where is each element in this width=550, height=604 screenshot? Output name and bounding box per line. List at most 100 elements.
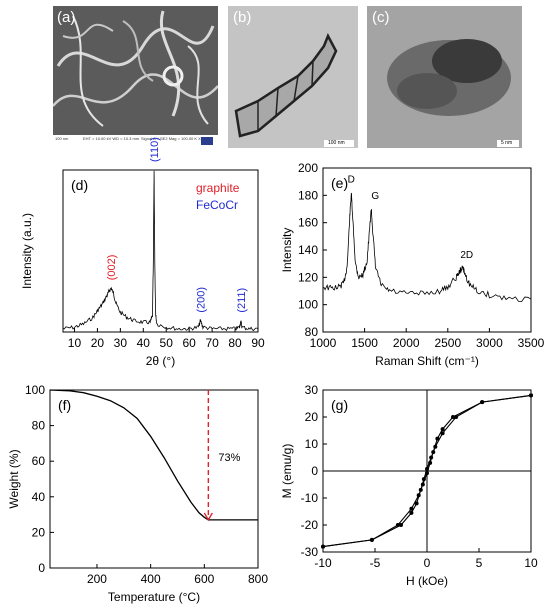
y-tick-label-e-5: 180 (298, 188, 318, 202)
hysteresis-point-1-1 (369, 537, 374, 542)
tga-arrow-head (203, 512, 213, 522)
x-tick-label-e-1: 1500 (351, 336, 378, 350)
x-tick-label-d-1: 20 (91, 336, 105, 350)
y-tick-label-e-1: 100 (298, 298, 318, 312)
tem-texture-b (228, 6, 358, 148)
hysteresis-point-1-13 (529, 393, 533, 398)
raman-curve (322, 192, 532, 303)
x-tick-label-d-7: 80 (228, 336, 242, 350)
hysteresis-point-1-9 (435, 436, 440, 441)
y-tick-label-f-2: 40 (32, 490, 46, 504)
xrd-legend-0: graphite (196, 181, 240, 195)
tga-curve (49, 389, 258, 521)
y-tick-label-f-5: 100 (25, 383, 45, 397)
sem-scale-text: 100 nm (55, 136, 69, 141)
y-tick-label-e-3: 140 (298, 243, 318, 257)
tem-scale-text-b: 100 nm (328, 140, 345, 146)
sem-info-right: Signal A = SE2 Mag = 100.00 K X (141, 136, 201, 141)
y-tick-label-g-4: 10 (305, 437, 319, 451)
panel-label-d: (d) (71, 177, 88, 193)
raman-peak-label-1: G (371, 191, 379, 202)
hysteresis-point-1-6 (425, 471, 429, 476)
x-tick-label-e-4: 3000 (476, 336, 503, 350)
x-tick-label-f-3: 800 (248, 572, 268, 586)
xrd-peak-label-3: (211) (236, 288, 248, 313)
y-axis-label-e: Intensity (280, 228, 294, 273)
y-axis-label-g: M (emu/g) (280, 444, 294, 499)
xrd-curve (62, 170, 259, 332)
x-tick-label-d-0: 10 (68, 336, 82, 350)
x-tick-label-f-0: 200 (87, 572, 107, 586)
y-tick-label-f-0: 0 (38, 561, 45, 575)
x-axis-label-d: 2θ (°) (146, 354, 175, 368)
hysteresis-point-1-8 (431, 450, 436, 455)
hysteresis-point-1-7 (428, 460, 433, 465)
plot-frame-f (49, 389, 259, 569)
hysteresis-point-1-0 (321, 544, 325, 549)
xrd-peak-label-0: (002) (106, 255, 118, 281)
tem-image-panel-c: (c) 5 nm (367, 6, 522, 148)
y-tick-label-e-6: 200 (298, 161, 318, 175)
x-axis-label-g: H (kOe) (406, 574, 448, 588)
tem-image-panel-b: (b) 100 nm (228, 6, 358, 148)
y-tick-label-g-2: -10 (301, 491, 319, 505)
x-tick-label-g-4: 10 (524, 556, 538, 570)
tem-scale-text-c: 5 nm (501, 140, 513, 146)
tem-texture-c (367, 6, 522, 148)
y-tick-label-e-2: 120 (298, 270, 318, 284)
hysteresis-point-0-10 (409, 510, 414, 515)
x-axis-label-e: Raman Shift (cm⁻¹) (375, 354, 479, 368)
y-axis-label-d: Intensity (a.u.) (20, 213, 34, 289)
y-tick-label-g-1: -20 (301, 518, 319, 532)
y-tick-label-g-5: 20 (305, 410, 319, 424)
y-tick-label-e-4: 160 (298, 216, 318, 230)
sem-texture (53, 6, 218, 148)
y-tick-label-f-3: 60 (32, 454, 46, 468)
x-tick-label-g-1: -5 (370, 556, 381, 570)
hysteresis-point-1-3 (409, 506, 414, 511)
sem-image-panel: (a) 100 nm EHT = 10.00 kV WD = 10.3 mm S… (53, 6, 218, 148)
hysteresis-point-1-12 (480, 400, 485, 405)
x-tick-label-f-1: 400 (141, 572, 161, 586)
panel-label-e: (e) (331, 175, 348, 191)
x-tick-label-e-0: 1000 (310, 336, 337, 350)
hysteresis-point-1-2 (395, 523, 400, 527)
y-tick-label-g-3: 0 (311, 464, 318, 478)
panel-label-b: (b) (233, 9, 252, 26)
panel-label-g: (g) (331, 397, 348, 413)
y-tick-label-e-0: 80 (305, 325, 319, 339)
hysteresis-point-0-9 (414, 501, 419, 506)
hysteresis-point-1-10 (440, 427, 445, 432)
xrd-peak-label-1: (110) (149, 137, 161, 162)
hysteresis-point-1-5 (420, 482, 425, 487)
xrd-peak-label-2: (200) (196, 287, 208, 313)
y-tick-label-f-4: 80 (32, 419, 46, 433)
y-tick-label-g-6: 30 (305, 383, 319, 397)
hysteresis-branch-1 (322, 394, 532, 548)
panel-label-f: (f) (58, 397, 71, 413)
x-tick-label-e-2: 2000 (393, 336, 420, 350)
x-tick-label-d-2: 30 (114, 336, 128, 350)
x-tick-label-f-2: 600 (194, 572, 214, 586)
x-tick-label-e-5: 3500 (518, 336, 545, 350)
x-tick-label-g-3: 5 (476, 556, 483, 570)
x-tick-label-d-8: 90 (251, 336, 265, 350)
x-tick-label-d-3: 40 (137, 336, 151, 350)
hysteresis-point-0-3 (440, 431, 445, 436)
y-tick-label-f-1: 20 (32, 525, 46, 539)
x-axis-label-f: Temperature (°C) (108, 590, 200, 604)
hysteresis-point-0-11 (399, 523, 403, 527)
x-tick-label-d-4: 50 (160, 336, 174, 350)
x-tick-label-d-6: 70 (205, 336, 219, 350)
x-tick-label-e-3: 2500 (434, 336, 461, 350)
x-tick-label-g-0: -10 (314, 556, 332, 570)
y-axis-label-f: Weight (%) (7, 449, 21, 508)
hysteresis-point-1-11 (451, 415, 455, 419)
tga-annotation: 73% (218, 452, 240, 464)
raman-peak-label-2: 2D (460, 250, 473, 261)
raman-peak-label-0: D (348, 175, 355, 186)
panel-label-a: (a) (57, 9, 76, 26)
x-tick-label-d-5: 60 (182, 336, 196, 350)
